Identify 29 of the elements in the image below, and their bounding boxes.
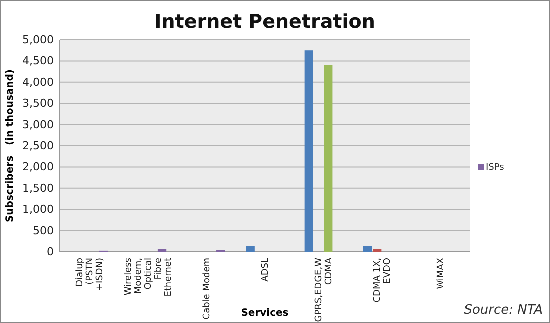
chart-title: Internet Penetration [154, 11, 376, 33]
y-tick-label: 2,000 [22, 160, 54, 174]
x-tick-label: Wireless Modem, Optical Fibre Ethernet [124, 258, 174, 297]
y-tick-label: 1,500 [22, 182, 54, 195]
x-tick-label: ADSL [261, 258, 271, 282]
bar [246, 246, 255, 252]
x-axis-title: Services [241, 308, 289, 319]
bar [363, 246, 372, 252]
x-tick-label: WiMAX [436, 258, 447, 290]
legend-label: ISPs [486, 163, 505, 173]
bar [304, 50, 314, 252]
bar [324, 65, 333, 252]
y-tick-label: 5,000 [22, 34, 54, 47]
y-tick-label: 3,500 [22, 97, 54, 110]
y-tick-label: 500 [33, 224, 54, 238]
bar [373, 249, 382, 252]
y-axis-title: Subscribers (in thousand) [5, 69, 16, 223]
source-note: Source: NTA [464, 303, 543, 318]
y-tick-label: 1,000 [22, 203, 54, 216]
bar [158, 249, 167, 252]
x-tick-label: GPRS,EDGE,WCDMA [314, 257, 335, 322]
y-tick-label: 3,000 [22, 118, 54, 132]
y-tick-label: 4,000 [22, 76, 54, 89]
y-tick-label: 0 [47, 246, 54, 259]
x-tick-label: CDMA 1X, EVDO [373, 258, 394, 303]
x-tick-label: Cable Modem [202, 258, 212, 320]
y-tick-label: 2,500 [22, 140, 54, 153]
y-tick-label: 4,500 [22, 54, 54, 68]
x-tick-label: Dialup (PSTN +ISDN) [75, 258, 106, 292]
